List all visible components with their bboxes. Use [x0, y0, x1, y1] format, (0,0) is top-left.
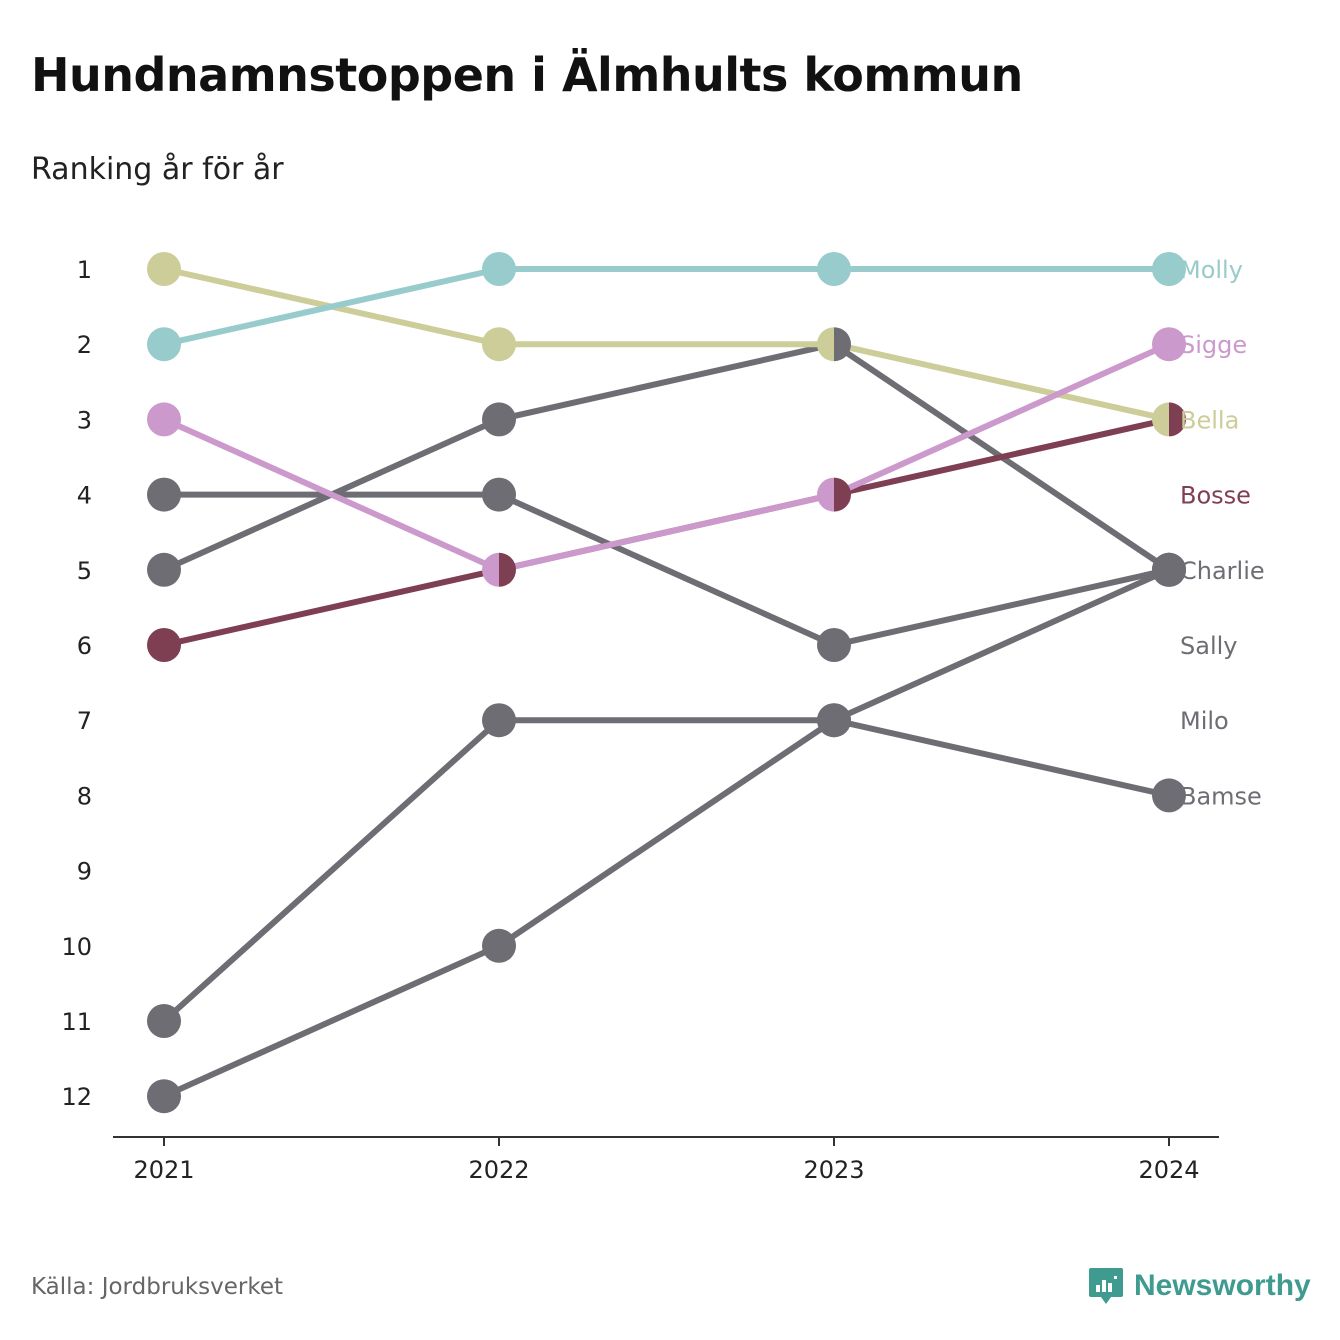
data-point-bosse [834, 477, 851, 512]
data-point-charlie [482, 402, 516, 437]
y-tick-label: 7 [77, 707, 92, 735]
series-label-molly: Molly [1180, 256, 1243, 284]
y-tick-label: 10 [61, 933, 92, 961]
y-tick-label: 11 [61, 1008, 92, 1036]
data-point-molly [482, 252, 516, 286]
series-label-sally: Sally [1180, 632, 1237, 660]
y-tick-label: 3 [77, 406, 92, 434]
series-line-charlie [161, 341, 1172, 573]
series-line-bamse [161, 717, 1172, 1024]
data-point-bella [147, 252, 181, 286]
series-line-sigge [161, 341, 1172, 573]
x-axis: 2021 2022 2023 2024 [113, 1136, 1219, 1184]
data-point-milo [482, 928, 516, 963]
brand-name: Newsworthy [1134, 1269, 1311, 1302]
data-point-bamse [147, 1004, 181, 1038]
x-tick-label: 2021 [133, 1156, 194, 1184]
data-point-molly [147, 327, 181, 362]
series-label-charlie: Charlie [1180, 557, 1265, 585]
source-note: Källa: Jordbruksverket [31, 1274, 284, 1300]
y-tick-label: 5 [77, 557, 92, 585]
data-point-milo [1152, 552, 1186, 587]
y-tick-label: 12 [61, 1083, 92, 1111]
data-point-bosse [499, 552, 516, 587]
series-lines [161, 266, 1172, 1100]
bar-chart-speech-bubble-icon [1089, 1268, 1123, 1304]
series-label-sigge: Sigge [1180, 331, 1247, 359]
data-point-milo [147, 1079, 181, 1114]
data-point-charlie [147, 552, 181, 587]
series-points [147, 252, 1186, 1114]
data-point-sigge [147, 402, 181, 437]
data-point-sally [147, 477, 181, 512]
data-point-molly [817, 252, 851, 286]
series-label-bamse: Bamse [1180, 782, 1262, 810]
chart-title: Hundnamnstoppen i Älmhults kommun [31, 48, 1023, 102]
data-point-bella [482, 327, 516, 362]
data-point-charlie [834, 327, 851, 362]
data-point-sigge [1152, 327, 1186, 362]
x-tick-label: 2024 [1138, 1156, 1199, 1184]
data-point-sally [817, 628, 851, 662]
data-point-bosse [147, 628, 181, 662]
y-tick-label: 1 [77, 256, 92, 284]
data-point-bamse [482, 703, 516, 738]
y-tick-label: 6 [77, 632, 92, 660]
data-point-bamse [1152, 778, 1186, 813]
chart-subtitle: Ranking år för år [31, 152, 284, 187]
series-line-bella [161, 266, 1172, 423]
series-line-milo [161, 566, 1172, 1100]
data-point-bella [817, 327, 834, 362]
data-point-bella [1152, 402, 1169, 437]
series-end-labels: Molly Sigge Bella Bosse Charlie Sally Milo Bams… [1180, 256, 1265, 810]
data-point-sigge [482, 552, 499, 587]
y-tick-label: 8 [77, 782, 92, 810]
y-tick-label: 4 [77, 482, 92, 510]
series-label-bosse: Bosse [1180, 482, 1251, 510]
series-label-milo: Milo [1180, 707, 1229, 735]
series-line-molly [161, 266, 1172, 348]
y-tick-label: 2 [77, 331, 92, 359]
x-tick-label: 2023 [803, 1156, 864, 1184]
data-point-bosse [1169, 402, 1186, 437]
data-point-sally [482, 477, 516, 512]
data-point-molly [1152, 252, 1186, 286]
data-point-bamse [817, 703, 851, 738]
y-tick-label: 9 [77, 858, 92, 886]
series-line-sally [161, 491, 1172, 648]
series-label-bella: Bella [1180, 406, 1239, 434]
x-tick-label: 2022 [468, 1156, 529, 1184]
data-point-sigge [817, 477, 834, 512]
brand-logo: Newsworthy [1088, 1266, 1311, 1306]
